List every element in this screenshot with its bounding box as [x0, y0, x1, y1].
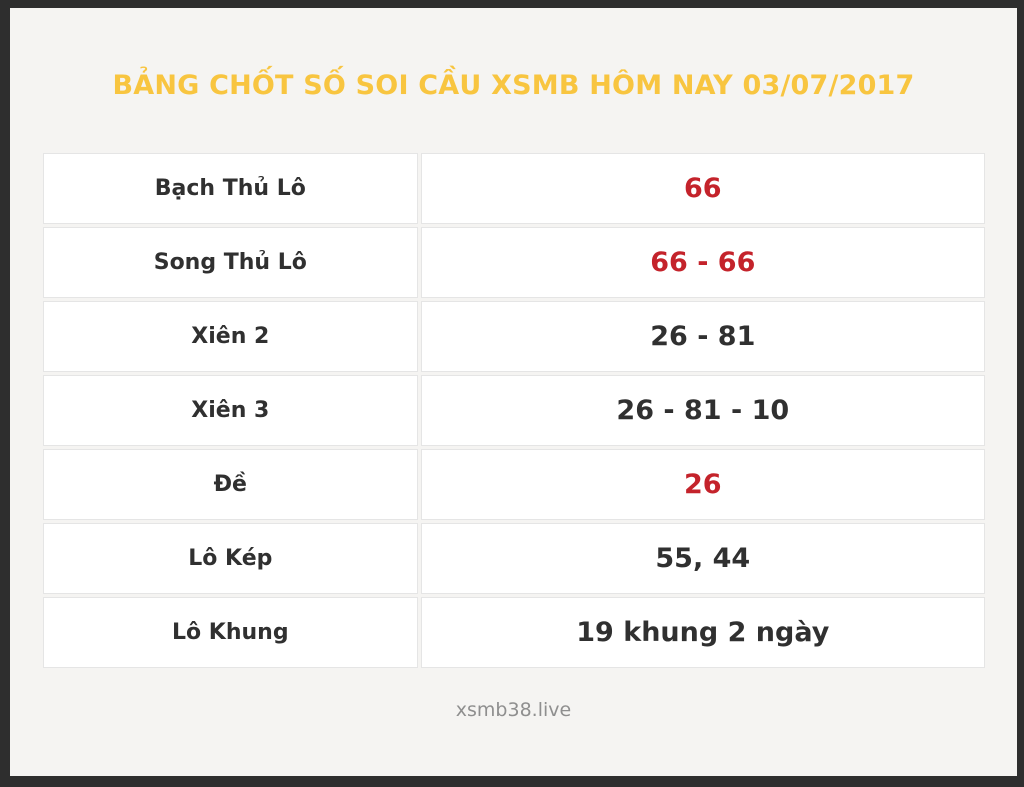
- row-label: Xiên 3: [42, 375, 419, 446]
- table-row-de: Đề 26: [42, 449, 985, 520]
- row-value: 55, 44: [421, 523, 985, 594]
- row-value: 66: [421, 153, 985, 224]
- row-label: Song Thủ Lô: [42, 227, 419, 298]
- page-title: BẢNG CHỐT SỐ SOI CẦU XSMB HÔM NAY 03/07/…: [112, 70, 915, 101]
- row-label: Lô Khung: [42, 597, 419, 668]
- table-row-xien-2: Xiên 2 26 - 81: [42, 301, 985, 372]
- row-value: 26: [421, 449, 985, 520]
- row-value: 66 - 66: [421, 227, 985, 298]
- row-value: 19 khung 2 ngày: [421, 597, 985, 668]
- row-value: 26 - 81 - 10: [421, 375, 985, 446]
- table-row-lo-khung: Lô Khung 19 khung 2 ngày: [42, 597, 985, 668]
- table-row-song-thu-lo: Song Thủ Lô 66 - 66: [42, 227, 985, 298]
- prediction-table: Bạch Thủ Lô 66 Song Thủ Lô 66 - 66 Xiên …: [40, 150, 988, 671]
- table-row-lo-kep: Lô Kép 55, 44: [42, 523, 985, 594]
- row-value: 26 - 81: [421, 301, 985, 372]
- table-row-bach-thu-lo: Bạch Thủ Lô 66: [42, 153, 985, 224]
- table-row-xien-3: Xiên 3 26 - 81 - 10: [42, 375, 985, 446]
- row-label: Bạch Thủ Lô: [42, 153, 419, 224]
- row-label: Đề: [42, 449, 419, 520]
- row-label: Xiên 2: [42, 301, 419, 372]
- row-label: Lô Kép: [42, 523, 419, 594]
- page-content: BẢNG CHỐT SỐ SOI CẦU XSMB HÔM NAY 03/07/…: [10, 8, 1017, 776]
- site-name: xsmb38.live: [455, 699, 572, 721]
